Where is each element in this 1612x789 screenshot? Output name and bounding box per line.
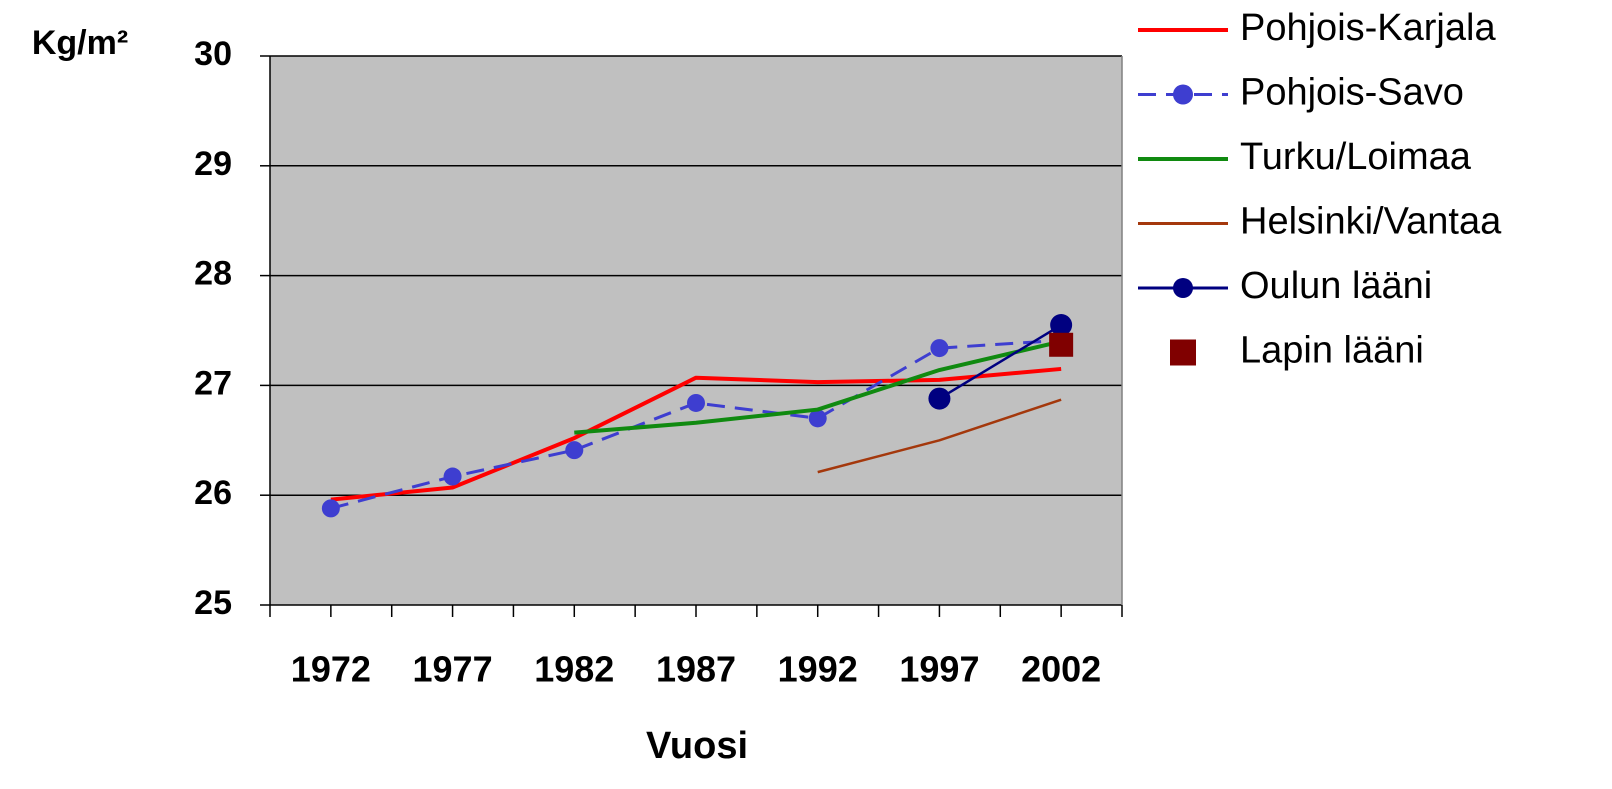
legend-label: Oulun lääni xyxy=(1240,265,1432,307)
y-tick-label: 30 xyxy=(194,35,232,73)
legend-label: Pohjois-Karjala xyxy=(1240,7,1496,49)
legend-label: Turku/Loimaa xyxy=(1240,136,1472,178)
series-line xyxy=(574,339,1062,435)
x-tick-label: 1987 xyxy=(656,649,736,690)
legend-label: Lapin lääni xyxy=(1240,330,1424,372)
legend-marker xyxy=(1173,84,1193,105)
y-tick-label: 27 xyxy=(194,364,232,402)
data-point xyxy=(808,409,827,428)
x-tick-label: 1977 xyxy=(413,649,493,690)
x-tick-label: 1972 xyxy=(291,649,371,690)
x-tick-label: 1982 xyxy=(534,649,614,690)
legend-marker xyxy=(1170,339,1196,366)
y-tick-label: 28 xyxy=(194,255,232,293)
legend-label: Pohjois-Savo xyxy=(1240,72,1464,114)
data-point xyxy=(321,499,340,518)
data-point xyxy=(687,393,705,412)
x-axis-label: Vuosi xyxy=(646,725,748,767)
data-point xyxy=(928,387,951,410)
data-point xyxy=(443,467,462,486)
x-tick-label: 1992 xyxy=(778,649,858,690)
data-point xyxy=(1049,332,1074,357)
legend-label: Helsinki/Vantaa xyxy=(1240,201,1502,243)
data-point xyxy=(930,339,949,358)
plot-area xyxy=(270,56,1122,605)
series-line xyxy=(938,323,1062,400)
data-point xyxy=(565,441,584,460)
x-tick-label: 1997 xyxy=(899,649,979,690)
y-tick-label: 26 xyxy=(194,474,232,512)
legend-marker xyxy=(1173,278,1193,298)
series-line xyxy=(817,398,1062,474)
y-tick-label: 25 xyxy=(194,584,232,622)
y-axis-label: Kg/m² xyxy=(32,24,128,62)
data-point xyxy=(1050,314,1073,337)
series-line xyxy=(330,366,1062,502)
y-tick-label: 29 xyxy=(194,145,232,183)
x-tick-label: 2002 xyxy=(1021,649,1101,690)
